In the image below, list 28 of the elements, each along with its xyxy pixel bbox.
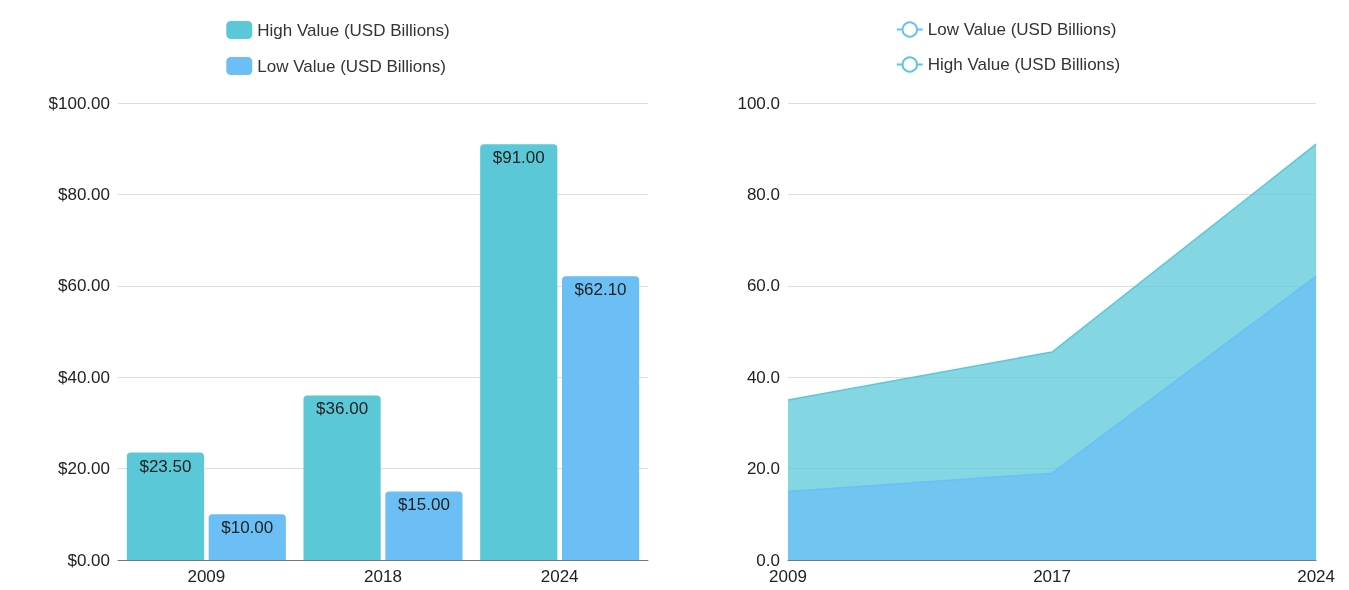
y-tick-label: 0.0 bbox=[756, 550, 780, 570]
x-tick-label: 2024 bbox=[540, 567, 579, 586]
y-tick-label: $60.00 bbox=[58, 276, 110, 296]
y-tick-label: 80.0 bbox=[746, 184, 780, 204]
y-tick-label: 60.0 bbox=[746, 276, 780, 296]
data-label: $36.00 bbox=[316, 399, 369, 419]
y-tick-label: $80.00 bbox=[58, 184, 110, 204]
x-tick-label: 2009 bbox=[769, 567, 807, 586]
x-tick-label: 2018 bbox=[364, 567, 402, 586]
y-tick-label: $20.00 bbox=[58, 459, 110, 479]
y-tick-label: $0.00 bbox=[67, 550, 110, 570]
legend-label: Low Value (USD Billions) bbox=[257, 56, 446, 76]
x-tick-label: 2017 bbox=[1033, 567, 1071, 586]
y-tick-label: 20.0 bbox=[746, 459, 780, 479]
data-label: $10.00 bbox=[221, 518, 274, 538]
data-label: $62.10 bbox=[574, 280, 627, 300]
legend-label: High Value (USD Billions) bbox=[927, 55, 1121, 74]
x-tick-label: 2009 bbox=[187, 567, 226, 586]
y-tick-label: 40.0 bbox=[746, 367, 780, 387]
data-label: $23.50 bbox=[139, 456, 192, 476]
y-tick-label: $40.00 bbox=[58, 367, 110, 387]
data-label: $91.00 bbox=[492, 148, 545, 168]
data-label: $15.00 bbox=[397, 495, 450, 515]
x-tick-label: 2024 bbox=[1297, 567, 1335, 586]
y-tick-label: $100.00 bbox=[48, 93, 110, 113]
legend-label: Low Value (USD Billions) bbox=[927, 20, 1117, 39]
legend-label: High Value (USD Billions) bbox=[257, 20, 450, 40]
y-tick-label: 100.0 bbox=[737, 93, 780, 113]
